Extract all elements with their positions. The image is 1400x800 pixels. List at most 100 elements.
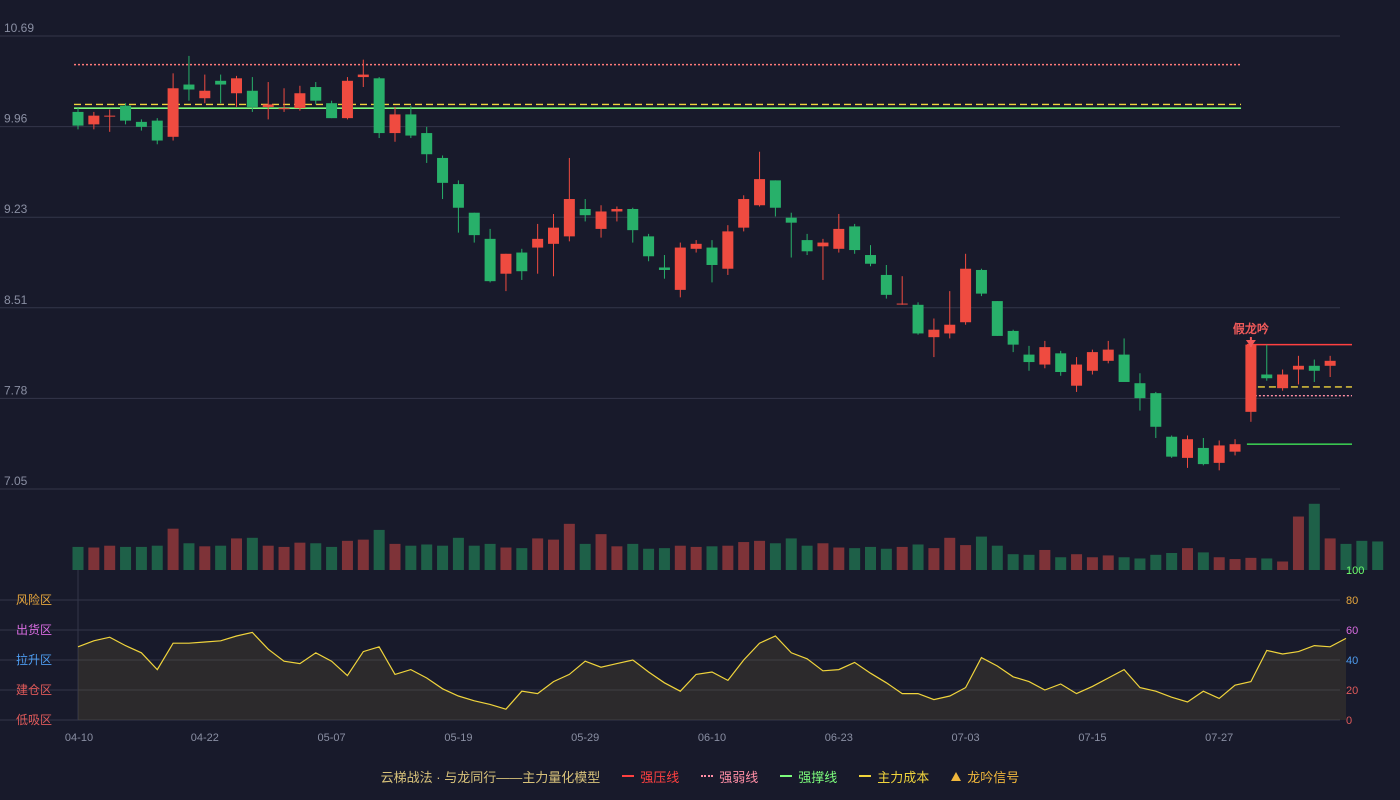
candle-body bbox=[341, 80, 353, 119]
date-axis: 04-10 04-22 05-07 05-19 05-29 06-10 06-23 07-03… bbox=[65, 732, 1233, 744]
volume-bar bbox=[1118, 557, 1130, 570]
candle-body bbox=[769, 180, 781, 208]
candle-body bbox=[1213, 445, 1225, 463]
candle-body bbox=[500, 253, 512, 274]
candle-body bbox=[801, 240, 813, 252]
candle-body bbox=[72, 111, 84, 126]
legend-item: 强弱线 bbox=[701, 767, 758, 786]
candle-body bbox=[484, 238, 496, 282]
volume-bar bbox=[500, 547, 512, 570]
candle-body bbox=[262, 104, 274, 107]
volume-bar bbox=[1372, 541, 1384, 570]
volume-bar bbox=[563, 523, 575, 570]
candle-body bbox=[405, 114, 417, 136]
volume-bar bbox=[516, 548, 528, 570]
candle-body bbox=[785, 217, 797, 223]
volume-bar bbox=[310, 543, 322, 570]
volume-bar bbox=[627, 543, 639, 570]
volume-bar bbox=[199, 546, 211, 570]
candle-body bbox=[563, 199, 575, 237]
candle-body bbox=[437, 157, 449, 183]
candle-body bbox=[421, 133, 433, 155]
candle-body bbox=[167, 88, 179, 137]
volume-bar bbox=[896, 546, 908, 570]
volume-bar bbox=[1245, 557, 1257, 570]
candle-body bbox=[88, 115, 100, 125]
candle-body bbox=[722, 231, 734, 269]
signal-marker: 假龙吟 bbox=[1233, 321, 1269, 347]
volume-bar bbox=[643, 548, 655, 570]
volume-bar bbox=[484, 543, 496, 570]
legend-label: 强撑线 bbox=[798, 769, 838, 785]
candle-body bbox=[738, 199, 750, 228]
volume-bar bbox=[1086, 557, 1098, 570]
candle-body bbox=[928, 329, 940, 338]
volume-bar bbox=[960, 545, 972, 570]
candle-body bbox=[389, 114, 401, 134]
candle-body bbox=[357, 74, 369, 78]
oscillator-tick-label: 0 bbox=[1346, 715, 1352, 727]
volume-bar bbox=[246, 537, 258, 570]
candle-body bbox=[1134, 383, 1146, 399]
candle-body bbox=[627, 208, 639, 231]
signal-label: 假龙吟 bbox=[1233, 321, 1269, 336]
volume-bar bbox=[658, 548, 670, 570]
volume-bar bbox=[120, 546, 132, 570]
candle-body bbox=[1150, 393, 1162, 427]
volume-bar bbox=[1308, 503, 1320, 570]
oscillator-tick-label: 20 bbox=[1346, 685, 1358, 697]
volume-bar bbox=[1356, 540, 1368, 570]
candle-body bbox=[548, 227, 559, 244]
candle-body bbox=[880, 274, 892, 295]
price-tick-label: 7.05 bbox=[4, 474, 28, 488]
volume-bar bbox=[532, 538, 544, 570]
candle-body bbox=[199, 90, 211, 99]
candle-body bbox=[135, 121, 147, 127]
candle-body bbox=[658, 267, 670, 270]
volume-bar bbox=[849, 548, 861, 570]
candle-body bbox=[1182, 439, 1193, 458]
volume-bar bbox=[1023, 554, 1035, 570]
volume-bar bbox=[817, 543, 829, 570]
price-tick-label: 10.69 bbox=[4, 21, 34, 35]
candle-body bbox=[912, 304, 924, 334]
volume-bar bbox=[437, 545, 449, 570]
candle-body bbox=[754, 179, 766, 206]
volume-bar bbox=[1277, 561, 1289, 570]
candle-body bbox=[817, 242, 829, 247]
legend-line-icon bbox=[780, 775, 793, 777]
volume-bar bbox=[405, 545, 417, 570]
date-tick-label: 04-22 bbox=[191, 732, 219, 744]
candle-body bbox=[1197, 447, 1209, 465]
candle-body bbox=[1086, 352, 1098, 371]
candle-body bbox=[151, 120, 163, 141]
volume-bar bbox=[595, 534, 607, 570]
candle-body bbox=[373, 78, 385, 134]
candle-body bbox=[278, 108, 290, 110]
volume-bar bbox=[88, 547, 100, 570]
volume-bar bbox=[690, 546, 702, 570]
volume-bar bbox=[468, 545, 480, 570]
volume-bar bbox=[1182, 548, 1193, 570]
zone-label: 低吸区 bbox=[16, 713, 52, 727]
candle-body bbox=[849, 226, 861, 251]
volume-bar bbox=[421, 544, 433, 570]
candle-body bbox=[215, 80, 227, 85]
volume-bar bbox=[1102, 555, 1114, 570]
volume-bar bbox=[579, 543, 591, 570]
date-tick-label: 07-27 bbox=[1205, 732, 1233, 744]
oscillator-tick-label: 80 bbox=[1346, 595, 1358, 607]
volume-bar bbox=[1197, 552, 1209, 570]
stock-chart: 10.69 9.96 9.23 8.51 7.78 7.05 100 80 60 40 20 0 风险… bbox=[0, 21, 1384, 744]
legend-line-icon bbox=[701, 775, 714, 777]
candle-body bbox=[1007, 330, 1019, 345]
date-tick-label: 05-07 bbox=[318, 732, 346, 744]
candle-body bbox=[865, 255, 876, 264]
volume-bar bbox=[1340, 543, 1352, 570]
zone-label: 出货区 bbox=[16, 622, 52, 637]
oscillator-tick-label: 100 bbox=[1346, 565, 1364, 577]
legend-item: 主力成本 bbox=[859, 767, 929, 786]
candle-body bbox=[183, 84, 195, 90]
volume-bars bbox=[72, 503, 1384, 570]
candle-body bbox=[1118, 354, 1130, 382]
